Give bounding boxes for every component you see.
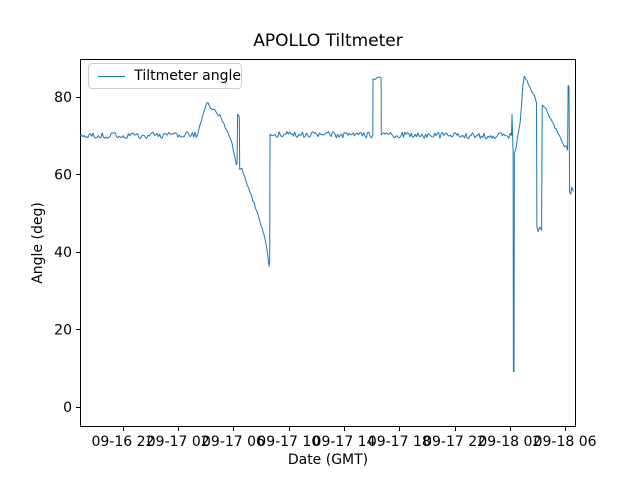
- legend-label: Tiltmeter angle: [134, 68, 241, 84]
- x-tick-label: 09-17 10: [257, 434, 320, 450]
- series-line: [79, 75, 574, 373]
- y-tick-label: 60: [54, 167, 72, 183]
- chart-title: APOLLO Tiltmeter: [253, 31, 403, 51]
- y-tick-label: 80: [54, 90, 72, 106]
- x-tick-label: 09-17 06: [202, 434, 265, 450]
- y-tick-label: 0: [63, 400, 72, 416]
- x-tick-label: 09-17 14: [313, 434, 376, 450]
- x-tick-label: 09-17 18: [368, 434, 431, 450]
- legend: Tiltmeter angle: [88, 63, 242, 89]
- legend-line-icon: [98, 75, 126, 77]
- y-tick-label: 40: [54, 245, 72, 261]
- y-axis-label: Angle (deg): [30, 202, 46, 284]
- y-tick-label: 20: [54, 322, 72, 338]
- plot-frame: [80, 59, 576, 427]
- x-tick-label: 09-17 02: [147, 434, 210, 450]
- x-tick-label: 09-17 22: [423, 434, 486, 450]
- x-axis-label: Date (GMT): [287, 452, 369, 468]
- x-tick-label: 09-18 02: [478, 434, 541, 450]
- x-tick-label: 09-18 06: [534, 434, 597, 450]
- x-tick-label: 09-16 22: [91, 434, 154, 450]
